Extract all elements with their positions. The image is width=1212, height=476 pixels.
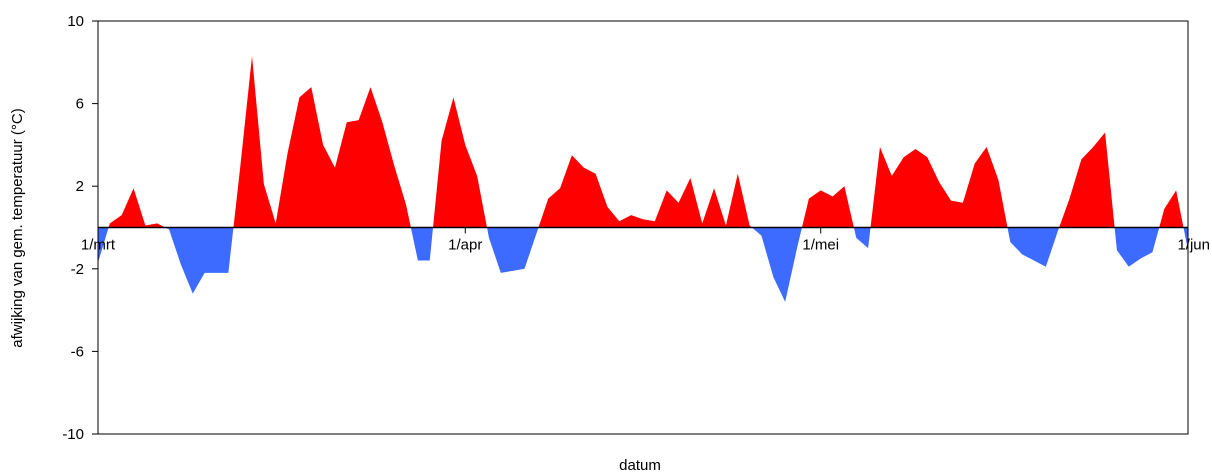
x-tick-label: 1/apr — [448, 237, 482, 254]
y-tick-label: 10 — [67, 13, 84, 30]
x-tick-label: 1/mrt — [81, 237, 116, 254]
chart-area-marks — [98, 56, 1188, 302]
positive-deviation-area — [870, 146, 1008, 228]
negative-deviation-area — [1007, 227, 1060, 267]
positive-deviation-area — [433, 97, 487, 228]
positive-deviation-area — [538, 155, 752, 228]
negative-deviation-area — [853, 227, 871, 249]
x-axis: 1/mrt 1/apr 1/mei 1/jun — [81, 227, 1210, 254]
y-tick-label: 2 — [76, 178, 84, 195]
negative-deviation-area — [410, 227, 434, 261]
negative-deviation-area — [487, 227, 539, 273]
y-tick-label: -6 — [71, 343, 84, 360]
y-tick-label: 6 — [76, 96, 84, 113]
y-axis-title: afwijking van gem. temperatuur (°C) — [9, 108, 26, 347]
negative-deviation-area — [1183, 227, 1188, 251]
negative-deviation-area — [1114, 227, 1160, 267]
negative-deviation-area — [165, 227, 234, 294]
y-tick-label: -10 — [62, 426, 84, 443]
x-tick-label: 1/mei — [802, 237, 839, 254]
negative-deviation-area — [98, 227, 109, 263]
positive-deviation-area — [801, 186, 854, 228]
positive-deviation-area — [108, 188, 166, 228]
x-tick-label: 1/jun — [1177, 237, 1210, 254]
positive-deviation-area — [1159, 190, 1184, 228]
y-tick-label: -2 — [71, 261, 84, 278]
y-axis: 10 6 2 -2 -6 -10 — [62, 13, 98, 443]
positive-deviation-area — [1059, 132, 1115, 228]
positive-deviation-area — [233, 56, 411, 228]
x-axis-title: datum — [619, 457, 661, 474]
negative-deviation-area — [752, 227, 802, 302]
